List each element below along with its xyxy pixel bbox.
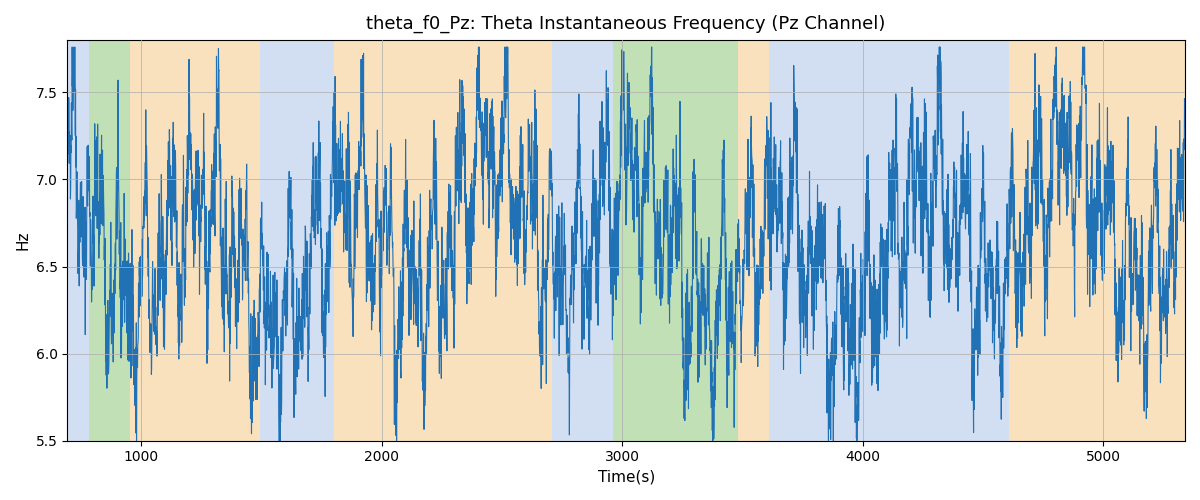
- X-axis label: Time(s): Time(s): [598, 470, 655, 485]
- Bar: [334, 40, 552, 440]
- Bar: [1009, 40, 1186, 440]
- Bar: [612, 40, 738, 440]
- Bar: [552, 40, 612, 440]
- Bar: [67, 40, 90, 440]
- Title: theta_f0_Pz: Theta Instantaneous Frequency (Pz Channel): theta_f0_Pz: Theta Instantaneous Frequen…: [366, 15, 886, 34]
- Bar: [131, 40, 260, 440]
- Bar: [769, 40, 1009, 440]
- Bar: [90, 40, 131, 440]
- Bar: [260, 40, 334, 440]
- Y-axis label: Hz: Hz: [16, 230, 30, 250]
- Bar: [738, 40, 769, 440]
